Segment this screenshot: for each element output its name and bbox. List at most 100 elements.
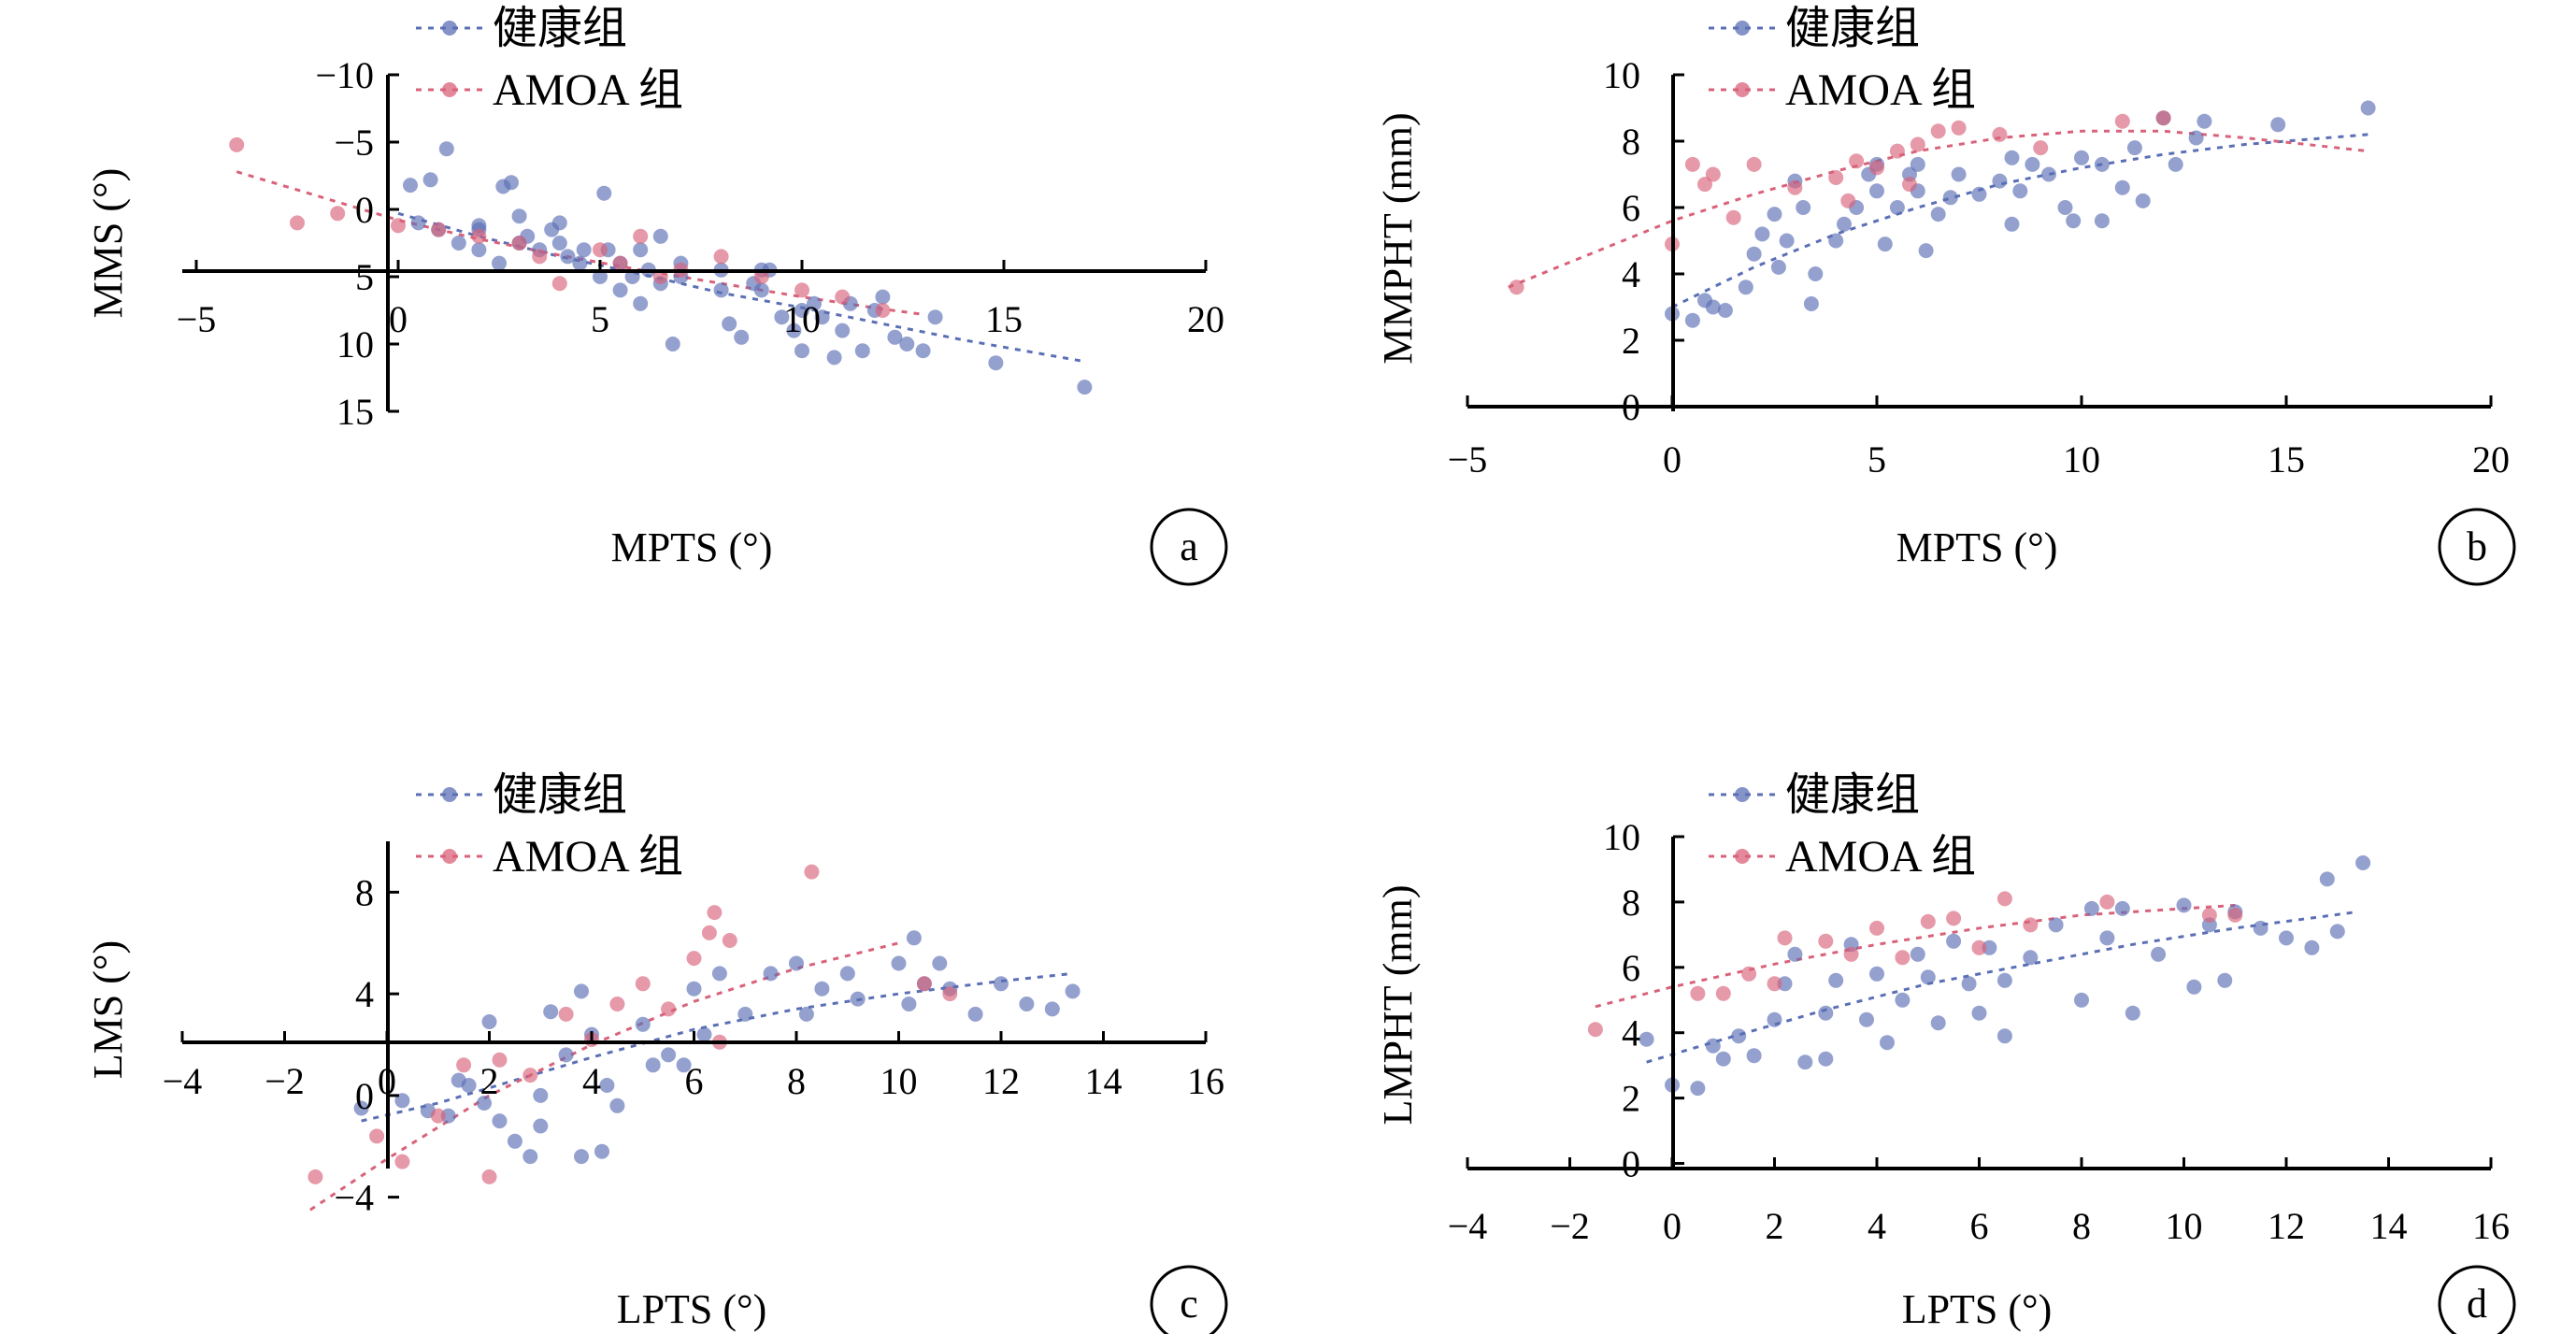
point-amoa-15 <box>1992 126 2008 142</box>
point-healthy-4 <box>1715 1051 1731 1067</box>
point-healthy-32 <box>901 997 917 1011</box>
point-amoa-9 <box>1895 950 1911 966</box>
y-tick-label: 4 <box>1622 1012 1640 1054</box>
point-amoa-6 <box>511 236 527 251</box>
point-healthy-35 <box>734 329 750 345</box>
x-tick-label: −4 <box>1448 1205 1488 1247</box>
y-axis-title: LMPHT (mm) <box>1375 884 1421 1125</box>
panel-letter-circle <box>1150 1265 1228 1334</box>
y-axis-title: LMS (°) <box>85 940 131 1079</box>
x-tick-label: 8 <box>787 1060 806 1102</box>
point-healthy-6 <box>1746 1048 1762 1064</box>
legend-label-amoa: AMOA 组 <box>493 65 683 115</box>
point-amoa-5 <box>471 228 487 244</box>
point-healthy-41 <box>794 343 809 359</box>
point-amoa-14 <box>1951 120 1967 136</box>
x-tick-label: 4 <box>1868 1205 1886 1247</box>
point-healthy-11 <box>543 1004 559 1020</box>
point-healthy-30 <box>1971 186 1987 202</box>
legend-marker-healthy <box>1735 787 1750 802</box>
point-healthy-38 <box>2253 920 2268 936</box>
point-healthy-34 <box>2186 979 2202 995</box>
legend-marker-amoa <box>442 849 457 864</box>
point-amoa-0 <box>229 136 245 152</box>
point-amoa-1 <box>369 1128 385 1144</box>
point-healthy-31 <box>891 955 907 971</box>
x-tick-label: 2 <box>1766 1205 1784 1247</box>
point-amoa-20 <box>1902 177 1917 193</box>
point-healthy-30 <box>850 991 866 1007</box>
point-amoa-3 <box>1697 177 1712 193</box>
point-amoa-16 <box>2201 907 2217 923</box>
point-amoa-9 <box>1849 153 1865 169</box>
point-healthy-17 <box>1895 992 1911 1008</box>
point-healthy-39 <box>2094 156 2110 172</box>
point-healthy-15 <box>1828 233 1844 249</box>
x-tick-label: 5 <box>591 298 609 340</box>
y-tick-label: 10 <box>336 323 374 366</box>
point-healthy-8 <box>1777 976 1793 992</box>
point-healthy-43 <box>594 1143 609 1159</box>
point-healthy-17 <box>572 255 588 271</box>
point-healthy-7 <box>492 1113 508 1129</box>
point-healthy-59 <box>471 218 487 234</box>
point-healthy-36 <box>2057 200 2073 215</box>
point-healthy-35 <box>2041 166 2056 182</box>
panel-letter: a <box>1180 524 1198 569</box>
point-healthy-34 <box>2025 156 2040 172</box>
point-healthy-27 <box>2048 917 2064 933</box>
point-healthy-44 <box>2168 156 2183 172</box>
x-tick-label: 10 <box>880 1060 918 1102</box>
point-amoa-0 <box>1509 280 1524 295</box>
y-tick-label: 6 <box>1622 187 1640 229</box>
point-healthy-10 <box>1797 1054 1813 1070</box>
point-healthy-50 <box>887 329 903 345</box>
point-healthy-18 <box>576 242 592 258</box>
point-amoa-6 <box>492 1052 508 1068</box>
point-amoa-2 <box>394 1154 410 1169</box>
y-tick-label: −4 <box>334 1177 374 1219</box>
point-amoa-14 <box>2023 917 2039 933</box>
point-healthy-42 <box>676 1057 692 1073</box>
point-healthy-6 <box>471 242 487 258</box>
point-amoa-4 <box>456 1057 472 1073</box>
point-amoa-10 <box>1869 160 1884 176</box>
y-tick-label: 4 <box>1622 253 1640 295</box>
point-amoa-7 <box>1787 179 1803 195</box>
point-healthy-14 <box>574 1149 589 1165</box>
point-healthy-36 <box>994 976 1009 992</box>
point-healthy-42 <box>807 295 822 311</box>
point-healthy-15 <box>1869 966 1884 982</box>
panel-c: −4 −2 0 2 4 6 8 10 12 14 16 8 4 0 −4 LPTS (°) LMS (°) 健康组… <box>85 770 1228 1334</box>
panel-letter: c <box>1180 1281 1198 1327</box>
point-healthy-39 <box>2279 930 2294 946</box>
point-healthy-20 <box>596 185 612 201</box>
point-healthy-18 <box>1910 946 1925 962</box>
point-healthy-0 <box>353 1100 369 1116</box>
point-healthy-12 <box>1828 972 1844 988</box>
point-amoa-13 <box>794 282 809 298</box>
point-amoa-17 <box>2227 907 2243 923</box>
point-amoa-18 <box>532 249 548 265</box>
panel-letter: d <box>2467 1281 2487 1327</box>
point-amoa-16 <box>612 255 628 271</box>
point-healthy-28 <box>814 981 830 997</box>
point-healthy-26 <box>633 242 649 258</box>
x-tick-label: 2 <box>480 1060 499 1102</box>
x-tick-label: −5 <box>1448 438 1488 481</box>
x-tick-label: 12 <box>982 1060 1020 1102</box>
x-tick-label: 10 <box>2063 438 2100 481</box>
point-amoa-0 <box>308 1169 323 1184</box>
point-healthy-45 <box>835 323 851 338</box>
y-tick-label: 4 <box>355 973 374 1015</box>
x-tick-label: −5 <box>177 298 217 340</box>
point-amoa-11 <box>713 249 729 265</box>
point-amoa-2 <box>1715 985 1731 1001</box>
point-healthy-1 <box>422 172 438 188</box>
x-tick-label: 14 <box>1085 1060 1123 1102</box>
point-amoa-16 <box>2033 140 2049 156</box>
legend-label-amoa: AMOA 组 <box>1785 832 1976 882</box>
point-healthy-36 <box>2217 972 2233 988</box>
point-healthy-53 <box>927 309 943 325</box>
point-healthy-1 <box>1684 312 1700 328</box>
